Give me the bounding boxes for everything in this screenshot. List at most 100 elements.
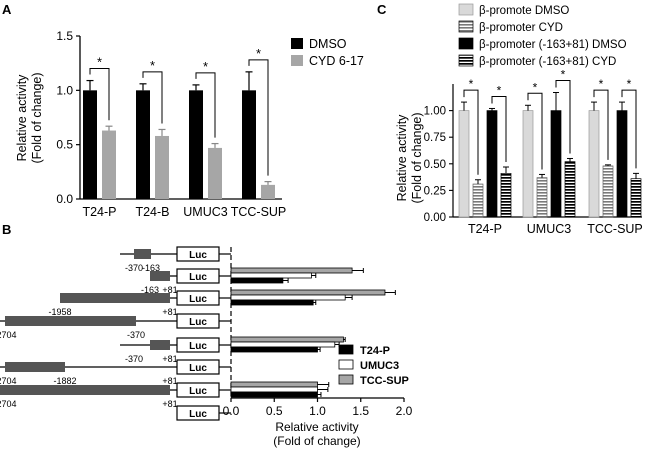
luc-label: Luc — [189, 363, 207, 374]
legend-swatch-c — [458, 37, 474, 50]
promoter-fragment — [150, 271, 170, 281]
position-label: -163 — [141, 285, 159, 295]
significance-star-c: * — [469, 77, 474, 91]
position-label: -1882 — [53, 376, 76, 386]
bar-c-TCC-SUP — [616, 110, 628, 218]
significance-star-a: * — [256, 46, 261, 61]
promoter-fragment — [5, 362, 65, 372]
x-tick-label-b: 2.0 — [396, 404, 413, 418]
promoter-fragment — [150, 340, 170, 350]
bar-a-TCC-SUP-DMSO — [242, 90, 256, 199]
promoter-fragment — [60, 293, 170, 303]
legend-label-b: TCC-SUP — [360, 375, 409, 387]
significance-star-a: * — [97, 55, 102, 70]
y-tick-label-c: 0.75 — [424, 132, 446, 144]
significance-bracket-c — [527, 92, 543, 170]
position-label: -2704 — [0, 330, 17, 340]
x-tick-label-c: UMUC3 — [527, 222, 571, 236]
position-label: -2704 — [0, 376, 17, 386]
x-tick-label-b: 1.0 — [309, 404, 326, 418]
position-label: -163 — [142, 263, 160, 273]
bar-b-UMUC3 — [230, 341, 336, 348]
significance-star-c: * — [599, 77, 604, 91]
bar-a-UMUC3-DMSO — [189, 90, 203, 199]
legend-swatch-c — [458, 3, 474, 16]
y-tick-label-a: 1.5 — [56, 29, 73, 43]
bar-b-UMUC3 — [230, 294, 346, 301]
bar-c-TCC-SUP — [588, 110, 600, 218]
legend-label-b: T24-P — [360, 345, 390, 357]
bar-b-T24-P — [230, 277, 284, 284]
y-axis-label2-a: (Fold of change) — [30, 72, 44, 163]
x-tick-label-a: T24-P — [82, 205, 116, 219]
significance-bracket-c — [621, 89, 637, 169]
x-tick-label-b: 0.5 — [266, 404, 283, 418]
x-axis-label2-b: (Fold of change) — [273, 434, 360, 448]
position-label: +81 — [162, 354, 177, 364]
y-tick-label-a: 0.0 — [56, 192, 73, 206]
legend-label-c: β-promote DMSO — [479, 5, 569, 17]
bar-b-TCC-SUP — [230, 381, 318, 388]
y-tick-label-a: 0.5 — [56, 138, 73, 152]
bar-c-T24-P — [458, 110, 470, 218]
x-tick-label-c: TCC-SUP — [587, 222, 643, 236]
significance-star-c: * — [627, 77, 632, 91]
legend-label-a: CYD 6-17 — [309, 54, 364, 68]
legend-swatch-b — [338, 359, 354, 370]
y-axis-label-a: Relative activity — [15, 74, 29, 162]
panel-label-a: A — [2, 2, 12, 17]
legend-swatch-a — [291, 55, 303, 66]
significance-bracket-c — [491, 95, 507, 162]
significance-star-a: * — [203, 59, 208, 74]
legend-swatch-c — [458, 20, 474, 33]
bar-b-TCC-SUP — [230, 267, 353, 274]
panel-b-chart: 0.0 0.5 1.0 1.5 2.0 Relative activity(Fold of… — [0, 246, 413, 448]
promoter-fragment — [134, 249, 151, 259]
bar-a-UMUC3-CYD 6-17 — [208, 147, 222, 199]
x-axis-label-b: Relative activity — [275, 420, 358, 434]
significance-bracket-a — [248, 59, 269, 176]
significance-star-c: * — [533, 80, 538, 94]
bar-c-UMUC3 — [550, 110, 562, 218]
position-label: +81 — [162, 399, 177, 409]
y-tick-label-c: 0.50 — [424, 159, 446, 171]
bar-a-T24-P-DMSO — [83, 90, 97, 199]
bar-b-TCC-SUP — [230, 336, 344, 343]
significance-bracket-c — [555, 80, 571, 154]
luc-label: Luc — [189, 294, 207, 305]
significance-star-c: * — [561, 68, 566, 82]
significance-bracket-a — [195, 72, 216, 138]
bar-c-T24-P — [500, 173, 512, 218]
legend-swatch-b — [338, 344, 354, 355]
panel-c-chart: 0.00 0.25 0.50 0.75 1.00 Relative activity (Fo… — [395, 3, 643, 236]
x-tick-label-c: T24-P — [468, 222, 502, 236]
x-tick-label-a: T24-B — [135, 205, 169, 219]
bar-c-T24-P — [472, 183, 484, 218]
panel-label-c: C — [377, 2, 387, 17]
luc-label: Luc — [189, 386, 207, 397]
position-label: -1958 — [48, 307, 71, 317]
x-tick-label-a: TCC-SUP — [231, 205, 287, 219]
y-tick-label-c: 0.00 — [424, 212, 446, 224]
position-label: +81 — [162, 285, 177, 295]
luc-label: Luc — [189, 250, 207, 261]
bar-b-T24-P — [230, 299, 314, 306]
x-tick-label-a: UMUC3 — [183, 205, 227, 219]
position-label: -370 — [125, 263, 143, 273]
bar-c-UMUC3 — [522, 110, 534, 218]
significance-star-a: * — [150, 58, 155, 73]
bar-a-T24-B-CYD 6-17 — [155, 135, 169, 199]
position-label: -2704 — [0, 399, 17, 409]
significance-bracket-c — [463, 89, 479, 175]
bar-c-TCC-SUP — [602, 165, 614, 218]
legend-swatch-c — [458, 54, 474, 67]
y-axis-label2-c: (Fold of change) — [410, 112, 424, 203]
legend-swatch-b — [338, 374, 354, 385]
bar-b-T24-P — [230, 391, 318, 398]
bar-b-TCC-SUP — [230, 289, 386, 296]
panel-label-b: B — [2, 222, 11, 237]
luc-label: Luc — [189, 341, 207, 352]
promoter-fragment — [0, 385, 170, 395]
position-label: -370 — [127, 330, 145, 340]
